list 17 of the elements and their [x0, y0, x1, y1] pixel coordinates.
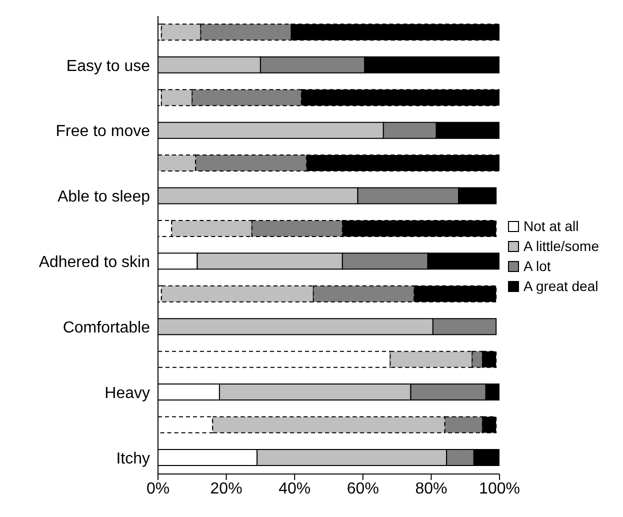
- x-tick-label: 60%: [346, 480, 379, 498]
- legend-label: A lot: [524, 258, 551, 274]
- y-tick-label: Easy to use: [66, 58, 150, 75]
- x-tick-label: 0%: [146, 480, 170, 498]
- x-tick-label: 20%: [210, 480, 242, 498]
- legend-label: A little/some: [524, 238, 599, 254]
- y-tick-label: Free to move: [56, 123, 150, 140]
- y-tick-label: Comfortable: [62, 319, 150, 336]
- x-tick-label: 80%: [415, 480, 448, 498]
- y-tick-label: Heavy: [104, 384, 150, 402]
- legend-label: Not at all: [524, 218, 579, 234]
- y-tick-label: Able to sleep: [57, 188, 150, 206]
- x-tick-label: 40%: [278, 480, 311, 498]
- x-tick-label: 100%: [479, 480, 520, 498]
- legend-label: A great deal: [524, 278, 598, 294]
- y-tick-label: Itchy: [116, 450, 150, 468]
- y-tick-label: Adhered to skin: [38, 254, 150, 272]
